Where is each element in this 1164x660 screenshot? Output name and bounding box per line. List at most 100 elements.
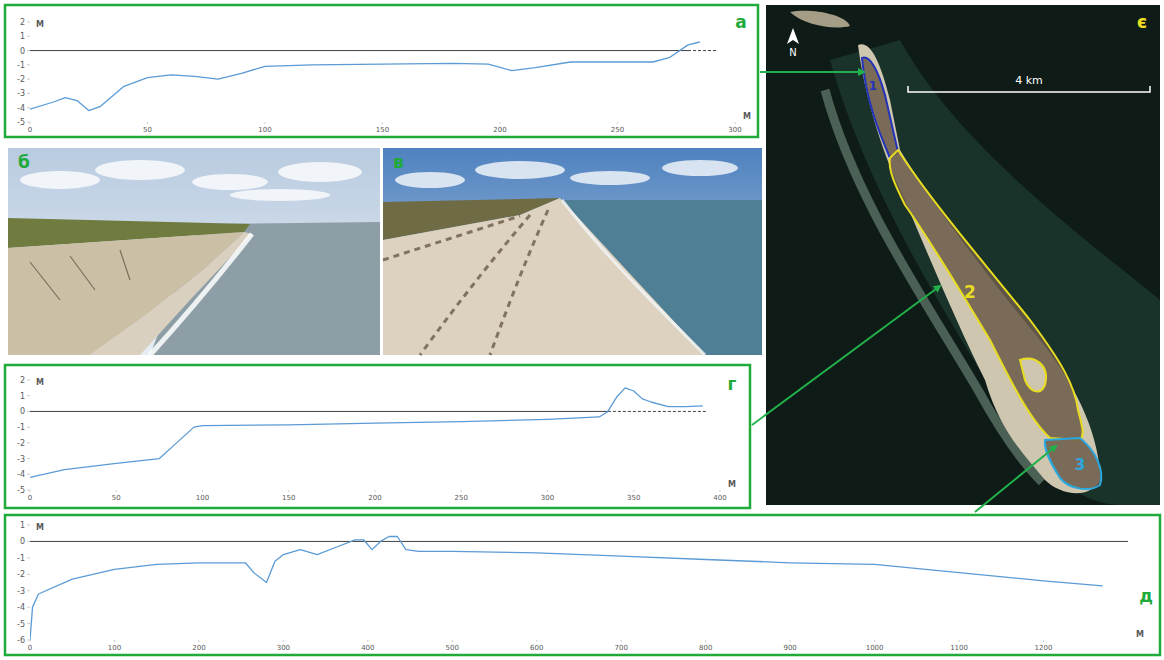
y-tick [27, 640, 30, 641]
cloud [278, 162, 362, 182]
surf [562, 200, 705, 355]
y-tick-label: -2 [17, 570, 25, 579]
x-tick-label: 300 [277, 644, 290, 652]
x-tick [382, 122, 383, 124]
x-tick [735, 122, 736, 124]
y-tick-label: -4 [17, 603, 25, 612]
north-label: N [789, 47, 796, 58]
x-tick [1043, 640, 1044, 642]
y-tick [27, 395, 30, 396]
y-tick [27, 22, 30, 23]
y-tick [27, 458, 30, 459]
cloud [192, 174, 268, 190]
seaweed-wrack [383, 210, 548, 355]
y-tick-label: 0 [20, 47, 25, 56]
y-axis-label: М [36, 20, 44, 29]
x-axis-label: М [728, 480, 736, 489]
y-tick [27, 107, 30, 108]
panel-letter: г [728, 374, 737, 394]
x-tick-label: 50 [112, 494, 121, 502]
x-tick [633, 490, 634, 492]
profile-panel: 210-1-2-3-4-5050100150200250300350400ММг [5, 365, 750, 508]
cloud [95, 160, 185, 180]
x-tick-label: 1100 [950, 644, 968, 652]
x-tick [874, 640, 875, 642]
cloud [475, 161, 565, 179]
x-tick [547, 490, 548, 492]
x-tick-label: 300 [541, 494, 554, 502]
x-tick-label: 150 [282, 494, 295, 502]
zone-outline [1045, 438, 1101, 489]
cloud [570, 171, 650, 185]
panel-frame [5, 515, 1160, 655]
x-tick-label: 350 [627, 494, 640, 502]
panel-letter: д [1139, 586, 1153, 606]
y-tick [27, 607, 30, 608]
zone-outline [862, 58, 898, 158]
x-tick [202, 490, 203, 492]
x-tick-label: 900 [783, 644, 796, 652]
profile-panel: 10-1-2-3-4-5-601002003004005006007008009… [5, 515, 1160, 655]
y-tick-label: 0 [20, 537, 25, 546]
y-tick-label: -3 [17, 89, 25, 98]
y-tick [27, 525, 30, 526]
x-tick-label: 200 [192, 644, 205, 652]
plot-area [30, 42, 716, 111]
beach [90, 232, 252, 355]
x-tick [621, 640, 622, 642]
x-tick-label: 200 [493, 126, 506, 134]
connector-arrow [975, 446, 1056, 512]
x-tick-label: 0 [28, 126, 32, 134]
y-tick-label: -1 [17, 554, 25, 563]
profile-line [30, 388, 703, 478]
y-tick [27, 474, 30, 475]
x-tick [617, 122, 618, 124]
x-tick [705, 640, 706, 642]
sea-level-line [30, 50, 688, 51]
y-tick [27, 557, 30, 558]
connector-arrow [752, 286, 940, 425]
cloud [230, 189, 330, 201]
y-tick [27, 590, 30, 591]
satellite-map: 123N4 kmє [766, 5, 1160, 505]
y-tick [27, 442, 30, 443]
x-tick [30, 490, 31, 492]
profile-panel: 210-1-2-3-4-5050100150200250300ММа [5, 5, 758, 137]
x-tick [114, 640, 115, 642]
figure: 210-1-2-3-4-5050100150200250300ММа210-1-… [0, 0, 1164, 660]
y-tick-label: -5 [17, 486, 25, 495]
y-tick [27, 79, 30, 80]
y-axis-label: М [36, 378, 44, 387]
y-tick [27, 122, 30, 123]
x-tick-label: 50 [143, 126, 152, 134]
y-tick-label: -5 [17, 620, 25, 629]
panel-letter: є [1137, 12, 1147, 32]
x-tick-label: 250 [611, 126, 624, 134]
x-tick [790, 640, 791, 642]
sea-level-dashed [608, 411, 706, 412]
x-tick-label: 0 [28, 644, 32, 652]
x-tick-label: 600 [530, 644, 543, 652]
cliff-cracks [30, 250, 130, 300]
x-tick [720, 490, 721, 492]
shallow-water [830, 40, 1160, 505]
panel-frame [5, 365, 750, 508]
x-tick [283, 640, 284, 642]
photo: б [8, 148, 380, 355]
island [790, 11, 850, 28]
x-tick-label: 800 [699, 644, 712, 652]
x-tick [461, 490, 462, 492]
y-tick [27, 411, 30, 412]
y-tick-label: -2 [17, 75, 25, 84]
x-tick-label: 100 [108, 644, 121, 652]
y-tick-label: 2 [20, 376, 25, 385]
y-tick-label: -4 [17, 104, 25, 113]
panel-frame [5, 5, 758, 137]
y-tick-label: -2 [17, 439, 25, 448]
profile-line [30, 537, 1103, 641]
sea-level-line [30, 411, 608, 412]
x-tick [116, 490, 117, 492]
x-axis-label: М [743, 112, 751, 121]
x-tick [198, 640, 199, 642]
cloud [662, 160, 738, 176]
